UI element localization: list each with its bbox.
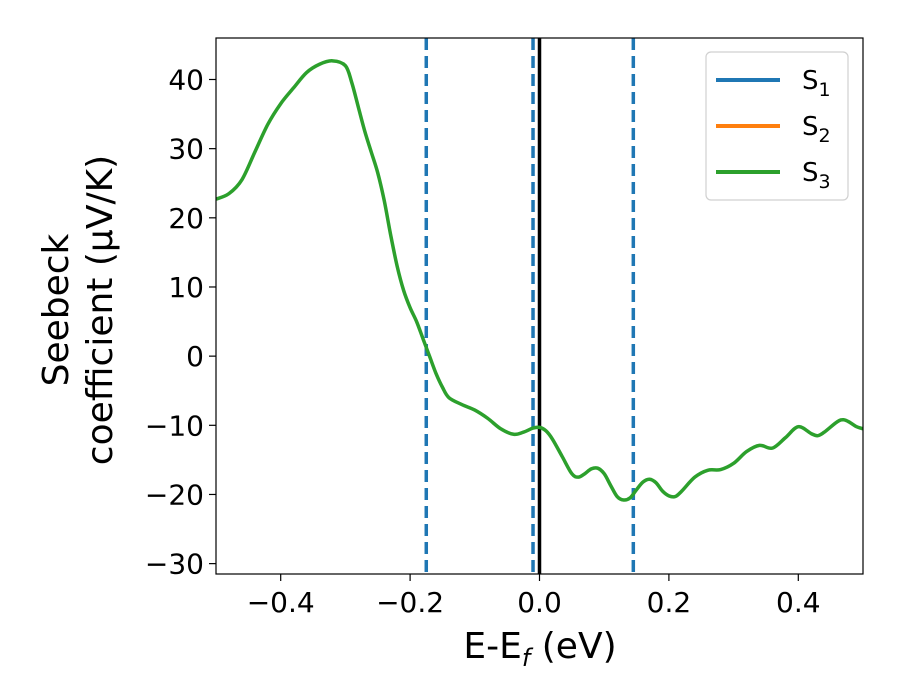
y-ticks: −30 −20 −10 0 10 20 30 40 bbox=[145, 63, 216, 581]
x-tick-label: −0.2 bbox=[376, 586, 444, 619]
y-tick-label: −30 bbox=[145, 548, 204, 581]
y-tick-label: −20 bbox=[145, 478, 204, 511]
x-ticks: −0.4 −0.2 0.0 0.2 0.4 bbox=[247, 574, 821, 619]
y-axis-label-line2: coefficient (μV/K) bbox=[80, 155, 121, 465]
curve-layer bbox=[216, 59, 863, 502]
y-tick-label: 40 bbox=[168, 63, 204, 96]
x-tick-label: −0.4 bbox=[247, 586, 315, 619]
vertical-lines bbox=[424, 38, 636, 574]
y-tick-label: 30 bbox=[168, 133, 204, 166]
legend-label-3: S3 bbox=[802, 158, 831, 193]
seebeck-curve bbox=[216, 59, 863, 502]
x-tick-label: 0.2 bbox=[647, 586, 692, 619]
x-tick-label: 0.4 bbox=[776, 586, 821, 619]
legend: S1 S2 S3 bbox=[705, 51, 849, 201]
x-axis-label: E-Ef (eV) bbox=[463, 626, 616, 672]
legend-label-2: S2 bbox=[802, 112, 831, 147]
legend-label-1: S1 bbox=[802, 66, 831, 101]
y-tick-label: −10 bbox=[145, 409, 204, 442]
y-tick-label: 20 bbox=[168, 202, 204, 235]
y-axis-label-line1: Seebeck bbox=[36, 233, 77, 386]
x-tick-label: 0.0 bbox=[517, 586, 562, 619]
y-tick-label: 10 bbox=[168, 271, 204, 304]
y-tick-label: 0 bbox=[186, 340, 204, 373]
